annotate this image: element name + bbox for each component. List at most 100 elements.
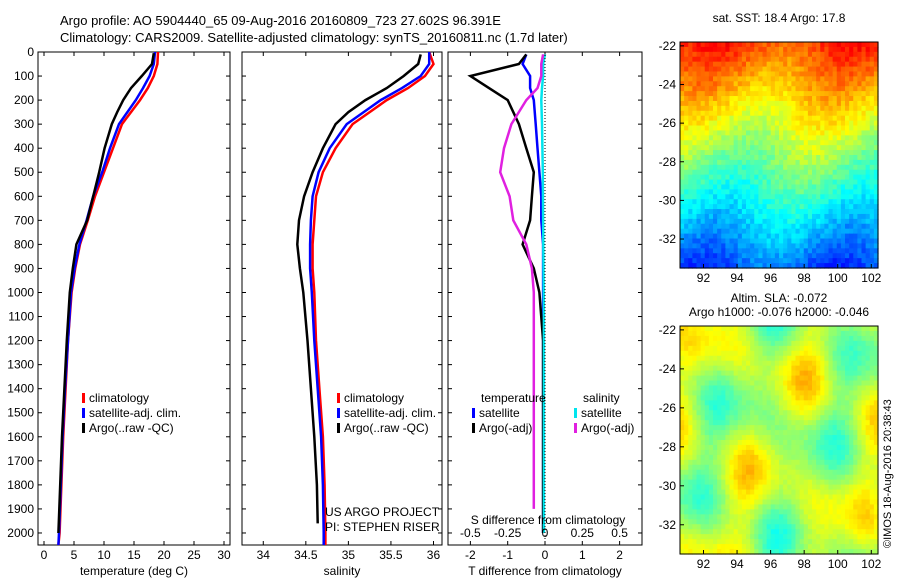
map-cell — [845, 430, 850, 436]
map-cell — [845, 440, 850, 446]
map-cell — [791, 509, 797, 515]
map-cell — [700, 263, 706, 269]
map-cell — [853, 400, 858, 406]
map-cell — [717, 534, 722, 540]
map-cell — [820, 390, 825, 396]
map-cell — [717, 350, 722, 357]
map-cell — [807, 539, 813, 545]
legend-label: Argo(-adj) — [581, 421, 634, 435]
map-cell — [807, 544, 813, 550]
map-cell — [828, 228, 834, 235]
map-cell — [700, 489, 706, 496]
map-cell — [696, 360, 702, 367]
map-cell — [774, 223, 780, 230]
map-cell — [869, 529, 875, 535]
series-line-satellite-adj-clim- — [308, 52, 431, 545]
map-cell — [725, 474, 731, 481]
map-cell — [853, 340, 858, 347]
map-cell — [832, 489, 838, 496]
map-cell — [680, 194, 685, 200]
map-cell — [713, 140, 718, 146]
map-cell — [725, 464, 731, 471]
map-cell — [812, 46, 817, 53]
map-cell — [836, 71, 842, 77]
map-cell — [812, 350, 817, 357]
map-cell — [807, 464, 813, 471]
map-cell — [845, 61, 850, 68]
map-cell — [680, 330, 685, 337]
map-cell — [774, 499, 780, 506]
map-cell — [758, 449, 764, 456]
map-cell — [692, 263, 698, 269]
map-cell — [733, 499, 739, 506]
map-cell — [816, 459, 821, 466]
map-cell — [861, 430, 867, 436]
map-cell — [770, 61, 776, 68]
map-cell — [828, 125, 834, 132]
map-cell — [857, 370, 863, 377]
map-cell — [849, 125, 854, 132]
map-cell — [737, 258, 743, 264]
map-cell — [754, 263, 759, 269]
map-cell — [853, 365, 858, 372]
map-cell — [758, 410, 764, 416]
map-cell — [750, 115, 755, 122]
map-cell — [845, 71, 850, 77]
map-cell — [865, 395, 871, 401]
map-cell — [836, 46, 842, 53]
map-cell — [803, 405, 809, 411]
map-cell — [696, 233, 702, 240]
map-cell — [820, 233, 825, 240]
map-cell — [849, 81, 854, 87]
map-cell — [692, 380, 698, 387]
map-cell — [845, 46, 850, 53]
map-cell — [700, 385, 706, 392]
map-cell — [762, 218, 768, 225]
map-cell — [803, 135, 809, 141]
map-cell — [836, 430, 842, 436]
map-cell — [696, 115, 702, 122]
map-cell — [836, 110, 842, 117]
map-cell — [803, 130, 809, 136]
map-cell — [688, 355, 693, 362]
map-cell — [816, 494, 821, 501]
map-cell — [820, 71, 825, 77]
map-cell — [812, 519, 817, 525]
map-cell — [688, 135, 693, 141]
map-cell — [680, 504, 685, 510]
map-cell — [721, 100, 726, 107]
map-cell — [845, 86, 850, 92]
map-cell — [869, 263, 875, 269]
map-cell — [849, 425, 854, 431]
map-cell — [713, 76, 718, 82]
map-cell — [737, 130, 743, 136]
map-cell — [758, 360, 764, 367]
map-cell — [754, 410, 759, 416]
map-cell — [717, 405, 722, 411]
map-cell — [807, 164, 813, 171]
map-cell — [853, 430, 858, 436]
map-cell — [721, 405, 726, 411]
map-cell — [704, 444, 710, 451]
map-cell — [704, 159, 710, 166]
map-cell — [725, 444, 731, 451]
map-cell — [746, 233, 751, 240]
map-cell — [857, 395, 863, 401]
map-cell — [680, 105, 685, 112]
map-cell — [733, 199, 739, 205]
map-cell — [812, 534, 817, 540]
map-cell — [836, 539, 842, 545]
map-cell — [708, 494, 714, 501]
map-cell — [795, 549, 801, 555]
map-cell — [845, 56, 850, 63]
map-cell — [750, 464, 755, 471]
map-cell — [717, 155, 722, 161]
map-cell — [684, 86, 689, 92]
map-cell — [840, 440, 846, 446]
map-cell — [746, 519, 751, 525]
map-cell — [766, 46, 772, 53]
map-cell — [766, 105, 772, 112]
map-cell — [820, 425, 825, 431]
legend-swatch — [82, 393, 85, 403]
map-cell — [713, 150, 718, 156]
